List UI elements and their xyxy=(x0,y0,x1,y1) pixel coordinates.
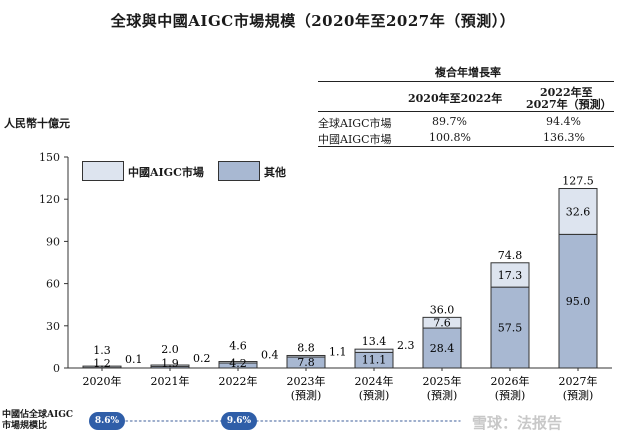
y-tick-label: 90 xyxy=(46,235,60,248)
data-label-other: 1.2 xyxy=(93,357,111,370)
data-label-other: 11.1 xyxy=(362,353,387,366)
data-label-total: 4.6 xyxy=(229,340,247,353)
data-label-china: 17.3 xyxy=(498,269,523,282)
x-tick-label: 2022年 xyxy=(219,374,258,388)
bar-china xyxy=(218,361,258,364)
cagr-header-rule xyxy=(318,81,614,82)
legend-label-china: 中國AIGC市場 xyxy=(128,166,204,179)
data-label-other: 57.5 xyxy=(498,322,523,335)
x-tick-label: 2024年 xyxy=(355,374,394,388)
cagr-row-global-label: 全球AIGC市場 xyxy=(318,117,392,130)
bar-china xyxy=(150,364,190,368)
bar-china xyxy=(558,188,598,235)
bar-china xyxy=(422,316,462,329)
data-label-total: 2.0 xyxy=(161,343,179,356)
bar-china xyxy=(82,365,122,369)
data-label-total: 13.4 xyxy=(362,335,387,348)
bar-china xyxy=(354,348,394,353)
x-tick-label: 2027年 xyxy=(559,374,598,388)
share-label-line1: 中國佔全球AIGC xyxy=(2,410,74,420)
data-label-china: 2.3 xyxy=(397,339,415,352)
cagr-row-global-v2: 94.4% xyxy=(546,115,581,128)
cagr-bottom-rule xyxy=(318,146,614,147)
cagr-column-rule xyxy=(318,111,614,112)
data-label-china: 32.6 xyxy=(566,205,591,218)
cagr-col2-header-line1: 2022年至 xyxy=(540,86,593,99)
y-tick-label: 120 xyxy=(39,193,60,206)
share-pill-2020: 8.6% xyxy=(89,412,125,430)
data-label-other: 4.2 xyxy=(229,357,247,370)
data-label-china: 0.4 xyxy=(261,349,279,362)
legend-swatch-china xyxy=(82,161,124,181)
data-label-other: 28.4 xyxy=(430,342,455,355)
y-tick-label: 150 xyxy=(39,151,60,164)
data-label-total: 127.5 xyxy=(562,175,594,188)
data-label-total: 36.0 xyxy=(430,303,455,316)
cagr-col1-header: 2020年至2022年 xyxy=(408,92,503,105)
x-tick-label-sub: (預測) xyxy=(427,388,458,402)
x-tick-label-sub: (預測) xyxy=(563,388,594,402)
data-label-china: 0.1 xyxy=(125,353,143,366)
share-pill-2022: 9.6% xyxy=(221,412,257,430)
bar-other xyxy=(558,233,598,369)
x-tick-label: 2025年 xyxy=(423,374,462,388)
data-label-china: 7.6 xyxy=(433,317,451,330)
cagr-row-global-v1: 89.7% xyxy=(432,115,467,128)
x-tick-label: 2026年 xyxy=(491,374,530,388)
y-axis-unit-label: 人民幣十億元 xyxy=(4,117,70,130)
x-tick-label: 2023年 xyxy=(287,374,326,388)
y-tick-label: 60 xyxy=(46,278,60,291)
x-tick-label-sub: (預測) xyxy=(359,388,390,402)
cagr-row-china-v1: 100.8% xyxy=(429,131,471,144)
share-label-line2: 市場規模比 xyxy=(2,421,48,431)
x-tick-label: 2020年 xyxy=(83,374,122,388)
cagr-col2-header-line2: 2027年（預測） xyxy=(526,98,612,111)
x-tick-label-sub: (預測) xyxy=(495,388,526,402)
data-label-total: 1.3 xyxy=(93,344,111,357)
bar-other xyxy=(422,327,462,369)
data-label-other: 95.0 xyxy=(566,295,591,308)
x-tick-label: 2021年 xyxy=(151,374,190,388)
data-label-total: 74.8 xyxy=(498,249,523,262)
x-tick-label-sub: (預測) xyxy=(291,388,322,402)
data-label-other: 7.8 xyxy=(297,356,315,369)
cagr-row-china-label: 中國AIGC市場 xyxy=(318,133,392,146)
cagr-row-china-v2: 136.3% xyxy=(543,131,585,144)
watermark-text: 雪球：法报告 xyxy=(472,414,563,432)
data-label-other: 1.9 xyxy=(161,357,179,370)
y-tick-label: 30 xyxy=(46,320,60,333)
legend-swatch-other xyxy=(218,161,260,181)
data-label-china: 0.2 xyxy=(193,352,211,365)
chart-title: 全球與中國AIGC市場規模（2020年至2027年（預測）） xyxy=(110,12,516,30)
legend-label-other: 其他 xyxy=(264,166,286,179)
data-label-total: 8.8 xyxy=(297,341,315,354)
bar-china xyxy=(490,262,530,288)
bar-other xyxy=(490,286,530,369)
y-tick-label: 0 xyxy=(53,362,60,375)
bar-china xyxy=(286,354,326,358)
cagr-table-header: 複合年增長率 xyxy=(435,66,501,79)
data-label-china: 1.1 xyxy=(329,345,347,358)
